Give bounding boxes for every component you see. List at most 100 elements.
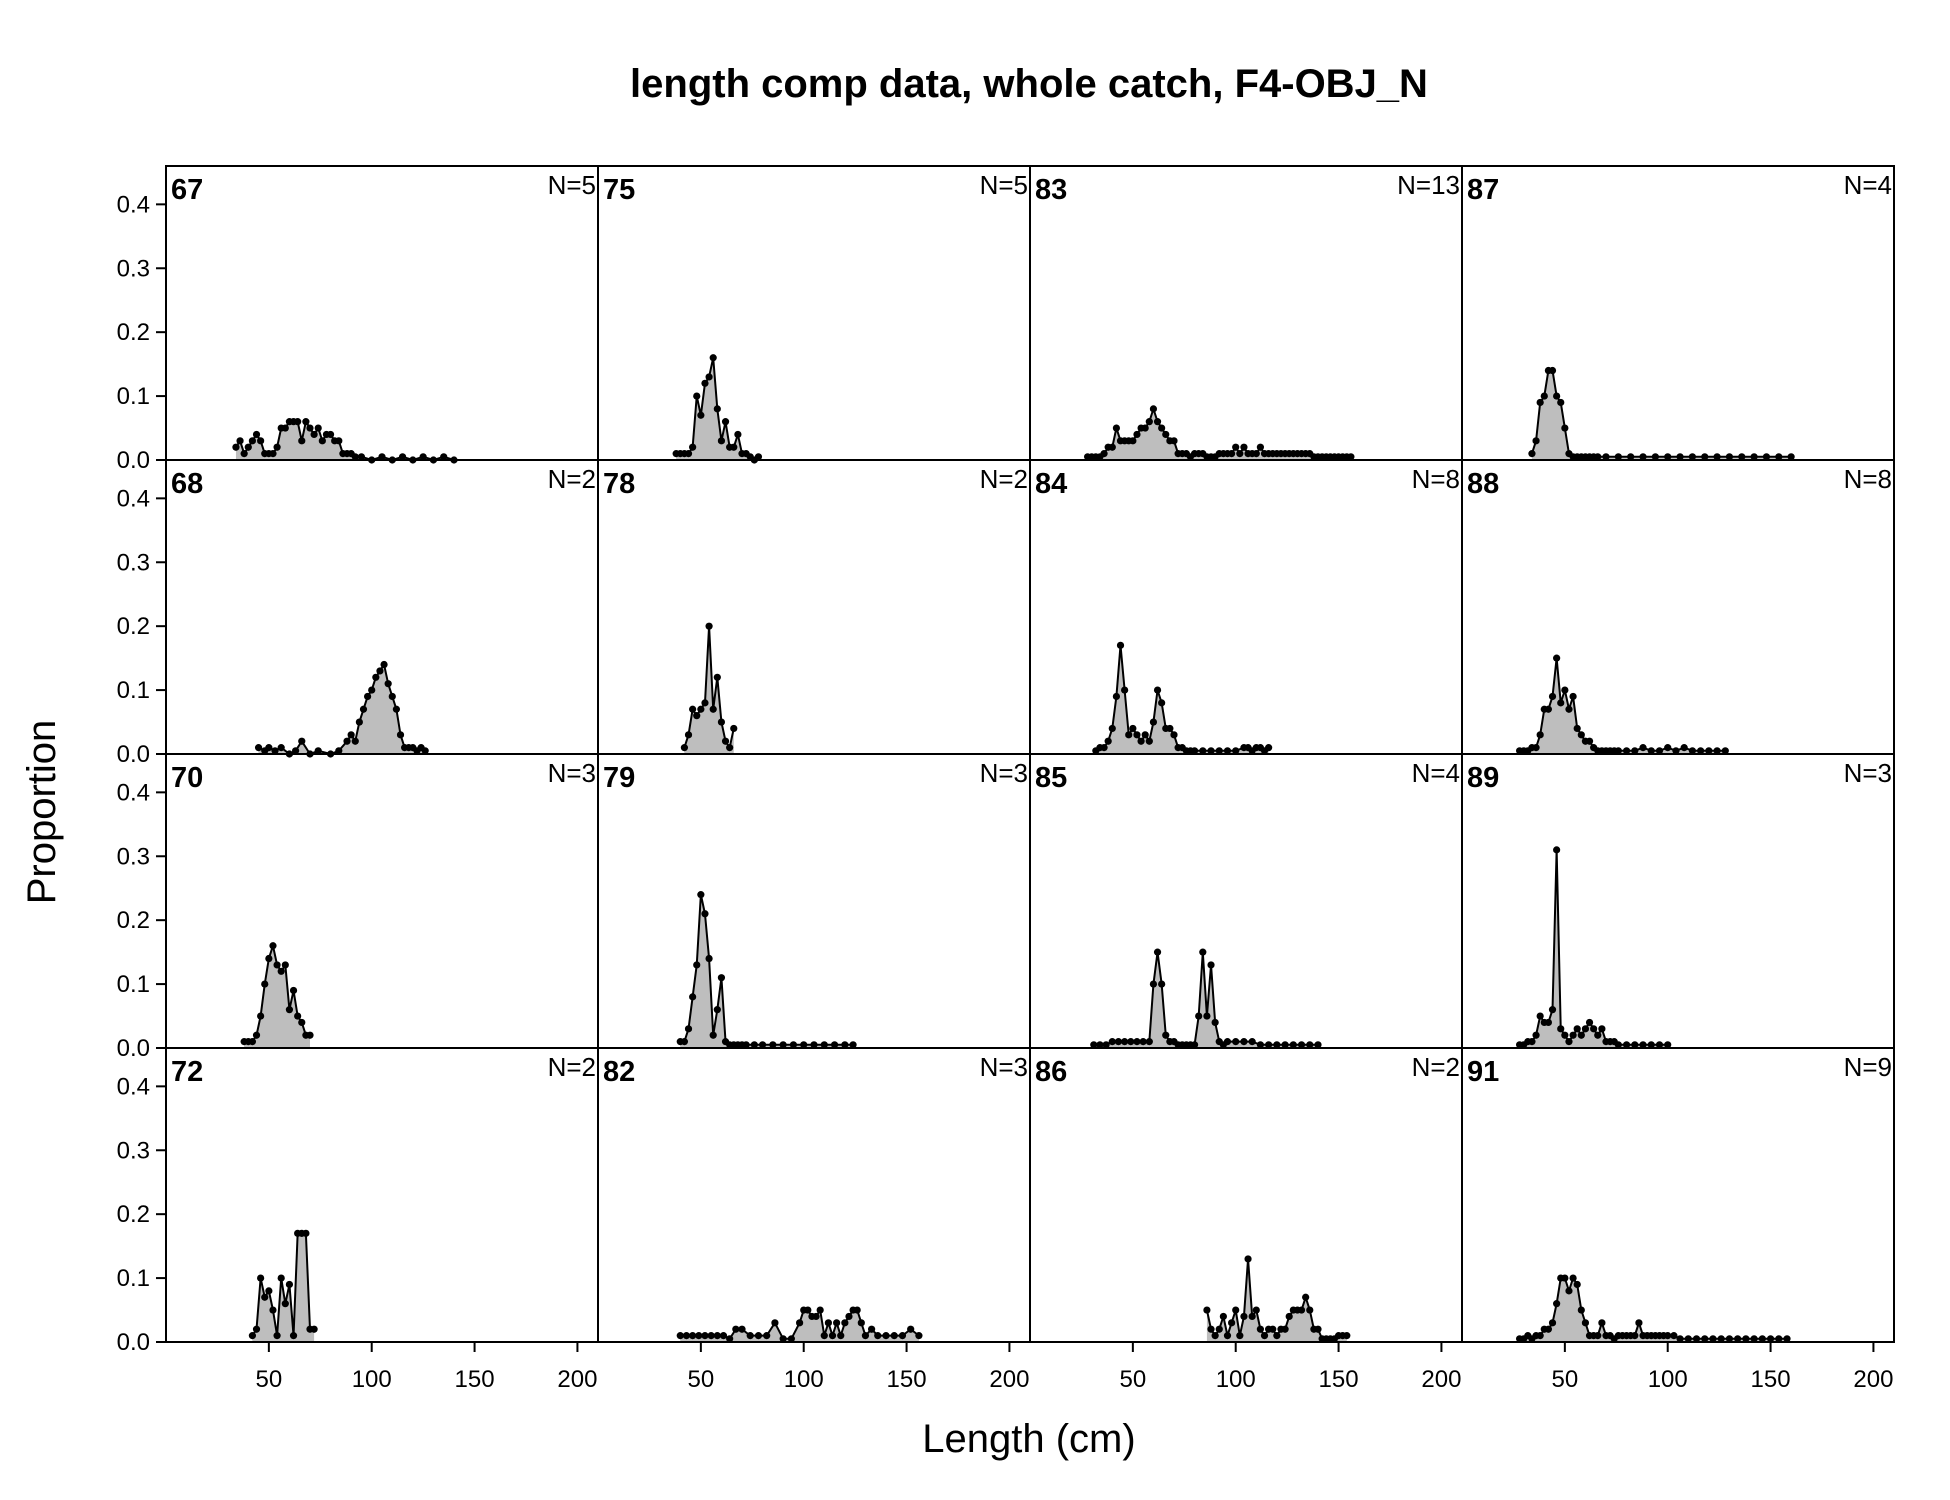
y-tick-label: 0.4 — [117, 191, 150, 218]
data-point — [1265, 1041, 1273, 1049]
data-point — [1561, 1031, 1569, 1039]
data-point — [1228, 1319, 1236, 1327]
data-point — [717, 974, 726, 982]
y-tick-label: 0.3 — [117, 1137, 150, 1164]
panel-78: 78 N=2 — [597, 459, 1031, 755]
panel-79: 79 N=3 — [597, 753, 1031, 1049]
data-point — [1569, 1031, 1577, 1039]
data-point — [1211, 1018, 1219, 1027]
data-point — [244, 443, 252, 451]
data-point — [820, 1041, 828, 1049]
data-point — [1573, 1280, 1581, 1289]
data-point — [1252, 1306, 1260, 1314]
data-point — [1153, 686, 1162, 694]
data-point — [1651, 453, 1659, 461]
data-point — [419, 453, 427, 461]
data-point — [257, 1012, 265, 1020]
data-point — [1631, 1041, 1639, 1049]
data-point — [1223, 1332, 1232, 1340]
panel-year-label: 70 — [171, 762, 203, 794]
data-point — [1725, 1335, 1734, 1343]
data-point — [701, 379, 709, 387]
data-point — [351, 737, 359, 745]
data-point — [833, 1319, 841, 1327]
data-point — [1158, 424, 1166, 432]
data-point — [1548, 1006, 1557, 1014]
data-point — [717, 437, 726, 445]
data-point — [1207, 1325, 1215, 1333]
data-point — [281, 1300, 289, 1308]
data-point — [730, 724, 738, 733]
data-point — [1112, 692, 1120, 701]
panel-year-label: 67 — [171, 174, 203, 206]
data-point — [1590, 1025, 1598, 1033]
data-point — [398, 453, 407, 461]
data-point — [1256, 443, 1264, 451]
y-tick-label: 0.2 — [117, 319, 150, 346]
y-tick-label: 0.2 — [117, 907, 150, 934]
data-point — [1162, 1031, 1170, 1039]
data-point — [1664, 744, 1672, 752]
data-point — [1133, 731, 1141, 739]
data-point — [680, 1038, 689, 1046]
data-point — [298, 437, 306, 445]
data-point — [1536, 398, 1544, 407]
data-point — [1577, 1031, 1585, 1039]
data-point — [281, 961, 289, 969]
panel-n-label: N=2 — [548, 464, 596, 494]
data-point — [874, 1332, 882, 1340]
data-point — [1561, 424, 1569, 432]
data-point — [372, 673, 380, 681]
data-point — [1306, 1306, 1314, 1314]
data-point — [1289, 1041, 1297, 1049]
x-tick-label: 150 — [1751, 1366, 1791, 1393]
data-point — [302, 418, 310, 426]
panel-n-label: N=4 — [1412, 758, 1460, 788]
data-point — [285, 1280, 294, 1289]
data-point — [236, 437, 244, 445]
y-tick-label: 0.0 — [117, 741, 150, 768]
data-point — [314, 424, 322, 432]
panel-area — [1093, 952, 1318, 1048]
data-point — [1536, 1012, 1544, 1020]
panel-year-label: 78 — [603, 468, 635, 500]
data-point — [1211, 1332, 1219, 1340]
data-point — [355, 718, 363, 726]
panel-n-label: N=5 — [548, 170, 596, 200]
data-point — [1664, 1041, 1672, 1049]
data-point — [1199, 948, 1207, 956]
data-point — [721, 418, 730, 426]
data-point — [1631, 1332, 1639, 1340]
panel-n-label: N=3 — [1844, 758, 1892, 788]
panel-n-label: N=3 — [548, 758, 596, 788]
data-point — [689, 1332, 697, 1340]
panel-year-label: 85 — [1035, 762, 1067, 794]
data-point — [1145, 737, 1153, 745]
data-point — [1766, 1335, 1775, 1343]
data-point — [1281, 1041, 1289, 1049]
data-point — [1670, 1332, 1678, 1340]
data-point — [1598, 1025, 1606, 1033]
data-point — [1125, 731, 1133, 739]
data-point — [261, 980, 269, 988]
data-point — [1149, 980, 1158, 988]
y-tick-label: 0.1 — [117, 383, 150, 410]
data-point — [1265, 744, 1273, 752]
x-tick-label: 100 — [352, 1366, 392, 1393]
data-point — [697, 705, 705, 713]
data-point — [357, 453, 366, 461]
data-point — [384, 680, 392, 688]
data-point — [697, 411, 705, 419]
x-tick-label: 200 — [1421, 1366, 1461, 1393]
x-tick-label: 150 — [455, 1366, 495, 1393]
data-point — [841, 1041, 849, 1049]
data-point — [1145, 1038, 1153, 1046]
data-point — [812, 1312, 820, 1321]
data-point — [1129, 724, 1137, 733]
data-point — [713, 405, 721, 413]
panel-year-label: 82 — [603, 1056, 635, 1088]
data-point — [1553, 846, 1561, 854]
data-point — [1664, 453, 1672, 461]
panel-n-label: N=5 — [980, 170, 1028, 200]
